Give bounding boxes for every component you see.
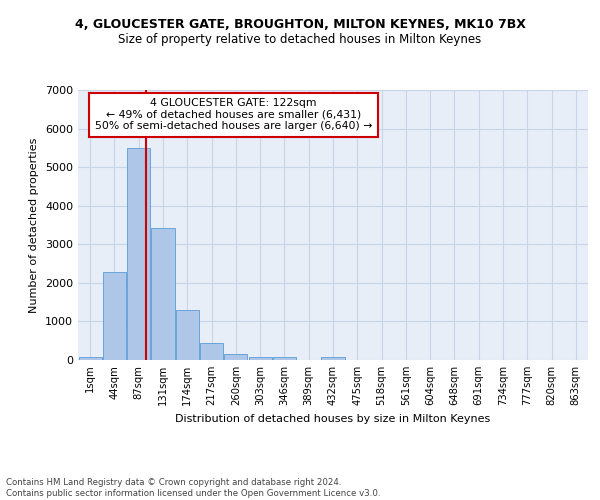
Bar xyxy=(151,228,175,360)
Bar xyxy=(248,357,272,360)
Bar xyxy=(79,357,101,360)
Bar xyxy=(273,357,296,360)
X-axis label: Distribution of detached houses by size in Milton Keynes: Distribution of detached houses by size … xyxy=(175,414,491,424)
Bar xyxy=(103,272,126,360)
Bar xyxy=(224,354,247,360)
Text: Contains HM Land Registry data © Crown copyright and database right 2024.
Contai: Contains HM Land Registry data © Crown c… xyxy=(6,478,380,498)
Text: Size of property relative to detached houses in Milton Keynes: Size of property relative to detached ho… xyxy=(118,32,482,46)
Text: 4 GLOUCESTER GATE: 122sqm
← 49% of detached houses are smaller (6,431)
50% of se: 4 GLOUCESTER GATE: 122sqm ← 49% of detac… xyxy=(95,98,372,132)
Bar xyxy=(176,310,199,360)
Bar xyxy=(200,342,223,360)
Bar xyxy=(127,148,150,360)
Text: 4, GLOUCESTER GATE, BROUGHTON, MILTON KEYNES, MK10 7BX: 4, GLOUCESTER GATE, BROUGHTON, MILTON KE… xyxy=(74,18,526,30)
Y-axis label: Number of detached properties: Number of detached properties xyxy=(29,138,40,312)
Bar xyxy=(322,357,344,360)
